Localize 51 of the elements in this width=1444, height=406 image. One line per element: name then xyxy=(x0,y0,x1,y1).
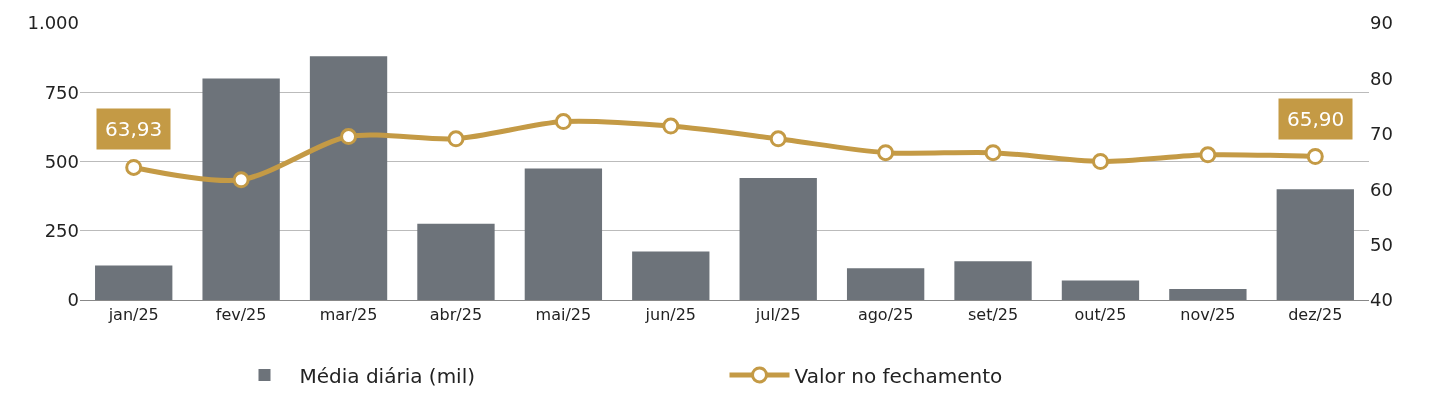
y-tick-label: 750 xyxy=(44,81,79,103)
y2-tick-label: 70 xyxy=(1370,123,1393,145)
y-tick-label: 250 xyxy=(44,220,79,242)
x-tick-label: jun/25 xyxy=(644,305,697,325)
x-tick-label: mai/25 xyxy=(535,305,592,325)
bar xyxy=(846,268,925,300)
y2-tick-label: 80 xyxy=(1370,67,1393,89)
x-tick-label: mar/25 xyxy=(319,305,378,325)
bar xyxy=(632,251,710,300)
point xyxy=(125,158,143,176)
bar xyxy=(309,56,388,300)
bar xyxy=(202,78,280,300)
y2-tick-label: 40 xyxy=(1370,289,1393,311)
point xyxy=(447,130,465,148)
bar xyxy=(1061,280,1140,300)
y-tick-label: 0 xyxy=(67,289,79,311)
x-tick-label: set/25 xyxy=(967,305,1019,325)
bar xyxy=(739,178,817,300)
point xyxy=(554,113,572,131)
bar xyxy=(954,261,1032,300)
bar xyxy=(95,265,173,300)
x-tick-label: ago/25 xyxy=(857,305,914,325)
bar xyxy=(1169,288,1247,300)
legend-label: Valor no fechamento xyxy=(794,363,1003,388)
y-tick-label: 1.000 xyxy=(27,12,79,34)
y2-tick-label: 90 xyxy=(1370,12,1393,34)
x-tick-label: jan/25 xyxy=(107,305,159,325)
data-label: 63,93 xyxy=(105,117,163,141)
legend-label: Média diária (mil) xyxy=(299,363,476,388)
x-tick-label: out/25 xyxy=(1074,305,1127,325)
point xyxy=(662,117,680,135)
point xyxy=(1306,148,1324,165)
point xyxy=(984,144,1002,162)
x-tick-label: jul/25 xyxy=(754,305,801,325)
x-tick-label: nov/25 xyxy=(1180,305,1236,325)
bar xyxy=(417,223,495,300)
y2-tick-label: 60 xyxy=(1370,178,1393,200)
point xyxy=(769,130,787,148)
point xyxy=(232,171,250,189)
point xyxy=(340,128,358,146)
bar xyxy=(1276,189,1354,300)
bar xyxy=(524,168,603,300)
y2-tick-label: 50 xyxy=(1370,233,1393,255)
data-label: 65,90 xyxy=(1287,107,1345,131)
point xyxy=(1091,153,1109,170)
y-tick-label: 500 xyxy=(44,150,79,172)
point xyxy=(1199,146,1217,164)
x-tick-label: fev/25 xyxy=(215,305,267,325)
x-tick-label: dez/25 xyxy=(1288,305,1343,325)
point xyxy=(877,144,895,162)
x-tick-label: abr/25 xyxy=(429,305,483,325)
